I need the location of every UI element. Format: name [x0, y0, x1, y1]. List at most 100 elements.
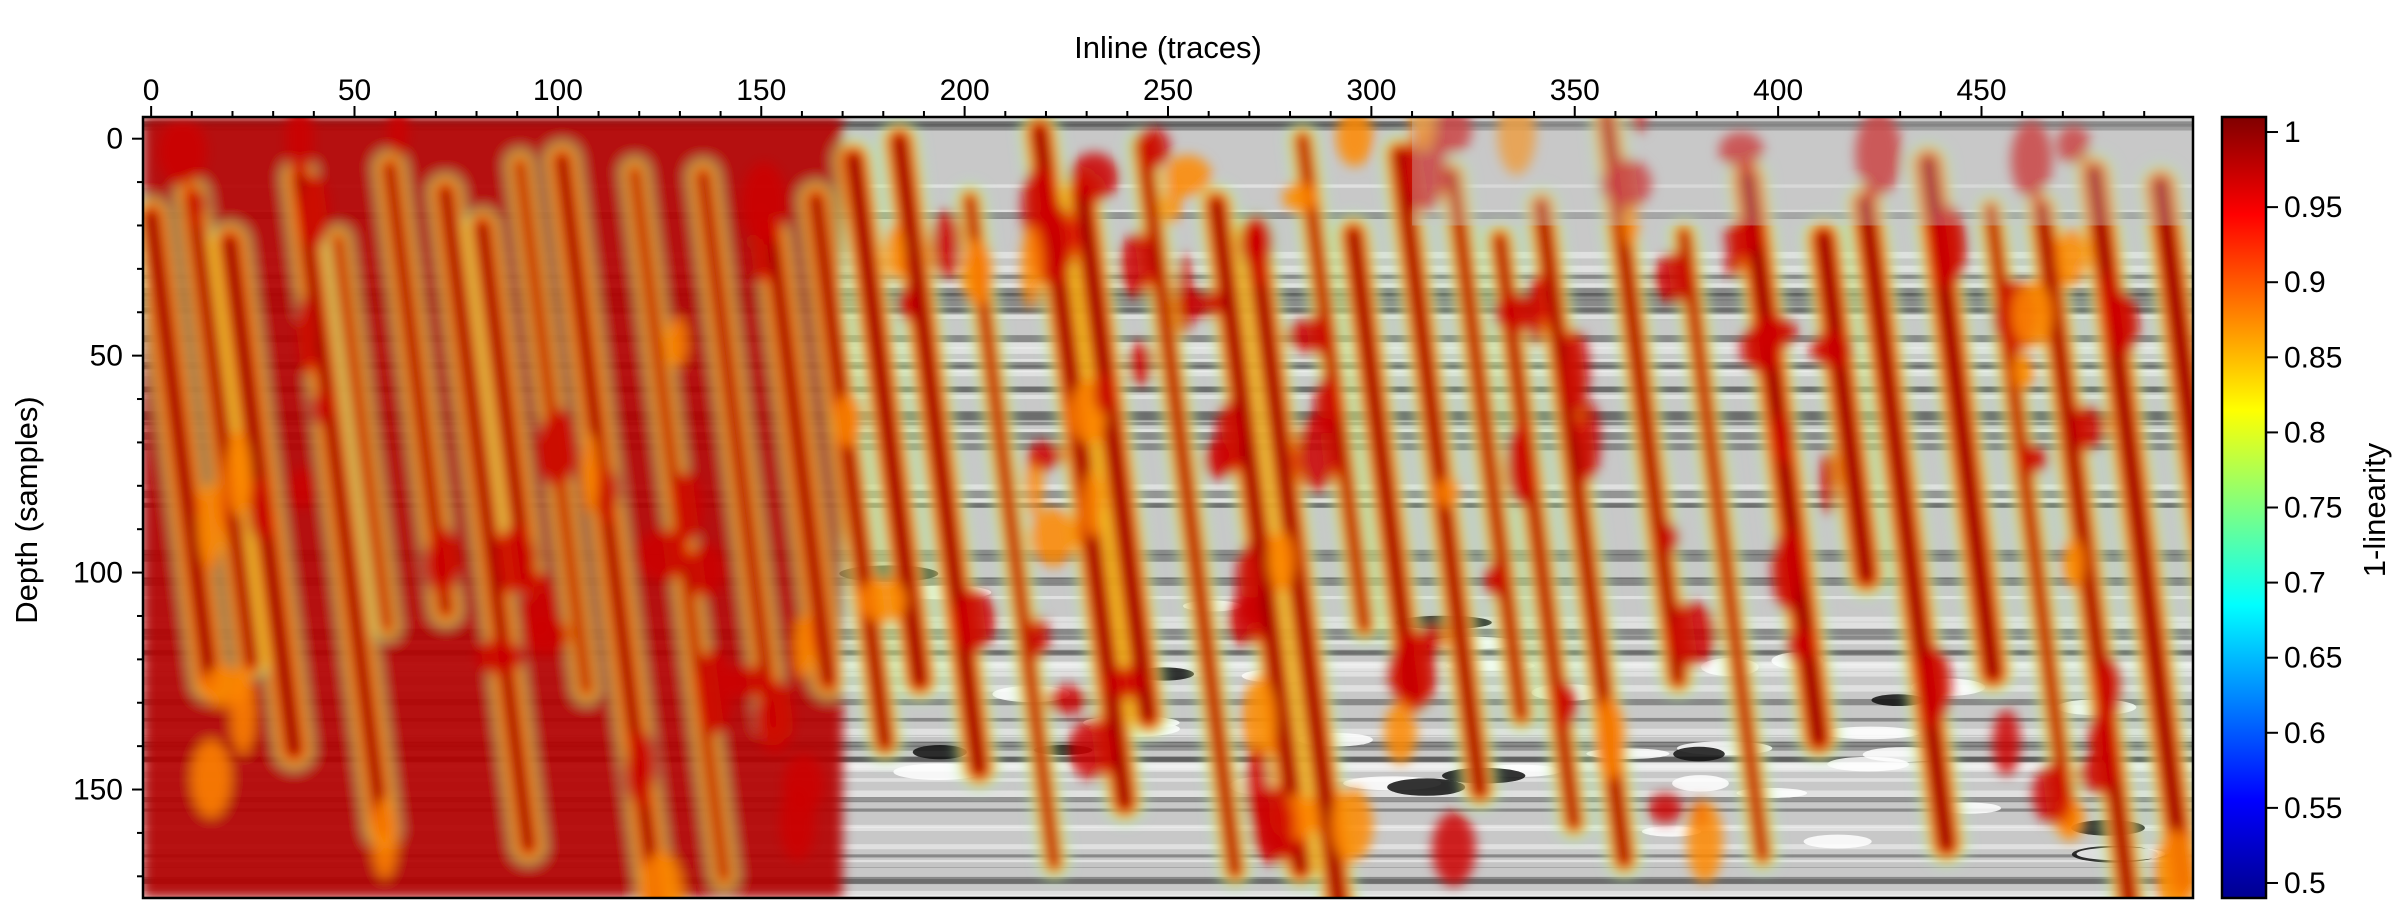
seismic-reflector	[143, 490, 2193, 499]
attribute-blob	[1241, 677, 1278, 764]
seismic-reflector	[143, 639, 2193, 645]
attribute-streak	[2152, 176, 2193, 507]
attribute-streak	[1392, 146, 1487, 798]
attribute-blob	[1600, 158, 1652, 209]
attribute-blob	[1855, 117, 1902, 198]
attribute-streak	[334, 235, 391, 631]
seismic-reflector	[143, 595, 2193, 600]
attribute-blob	[1127, 340, 1154, 387]
attribute-blob	[1031, 616, 1050, 658]
x-tick-label: 200	[940, 74, 990, 107]
seismic-reflector	[143, 736, 2193, 742]
seismic-bright-event	[1821, 726, 1920, 740]
colorbar-tick-label: 0.8	[2284, 416, 2326, 449]
attribute-blob	[670, 472, 704, 542]
attribute-blob	[686, 543, 725, 597]
seismic-reflector	[143, 498, 2193, 506]
attribute-streak	[1346, 226, 1419, 703]
attribute-blob	[794, 615, 813, 679]
attribute-blob	[1577, 401, 1601, 481]
seismic-reflector	[143, 503, 2193, 508]
x-tick-label: 50	[338, 74, 371, 107]
seismic-bright-event	[1641, 826, 1702, 837]
attribute-blob	[1630, 117, 1647, 134]
seismic-reflector	[143, 797, 2193, 803]
x-axis-title: Inline (traces)	[1074, 30, 1262, 65]
colorbar-tick-label: 0.9	[2284, 266, 2326, 299]
y-tick-label: 150	[73, 774, 123, 807]
attribute-blob	[1809, 331, 1854, 368]
y-tick-label: 50	[90, 340, 123, 373]
attribute-blob	[2018, 444, 2049, 473]
colorbar-ticks: 1 0.95 0.9 0.85 0.8 0.75 0.7 0.65 0.6 0.55 0.5	[2266, 116, 2342, 900]
seismic-reflector	[143, 121, 2193, 128]
attribute-blob	[1562, 329, 1590, 415]
attribute-blob	[1402, 128, 1449, 213]
attribute-blob	[2078, 752, 2118, 795]
colorbar-tick-label: 0.55	[2284, 792, 2342, 825]
x-tick-label: 250	[1143, 74, 1193, 107]
attribute-blob	[1550, 681, 1578, 730]
attribute-blob	[1647, 793, 1683, 824]
seismic-reflector	[143, 616, 2193, 622]
attribute-low-region	[1412, 117, 2193, 226]
attribute-blob	[2154, 829, 2193, 898]
seismic-reflector	[143, 854, 2193, 858]
attribute-blob	[388, 117, 409, 157]
attribute-blob	[2011, 120, 2052, 200]
seismic-reflector	[143, 890, 2193, 897]
attribute-streak	[845, 151, 928, 689]
attribute-blob	[780, 783, 815, 862]
y-tick-label: 0	[106, 123, 123, 156]
attribute-blob	[930, 209, 962, 281]
seismic-reflector	[143, 685, 2193, 692]
seismic-reflector	[143, 894, 2193, 898]
attribute-blob	[2011, 280, 2054, 348]
attribute-blob	[666, 317, 687, 368]
attribute-blob	[158, 118, 207, 186]
colorbar-tick-label: 0.85	[2284, 341, 2342, 374]
heatmap-plot-area	[141, 115, 2195, 900]
seismic-reflector	[143, 808, 2193, 812]
colorbar-fill	[2220, 115, 2268, 900]
attribute-blob	[1105, 666, 1146, 699]
attribute-blob	[475, 639, 524, 675]
attribute-blob	[741, 162, 787, 246]
attribute-blob	[961, 239, 994, 307]
attribute-blob	[2071, 405, 2107, 450]
attribute-streak	[697, 170, 778, 731]
attribute-blob	[1786, 627, 1814, 662]
x-tick-label: 300	[1346, 74, 1396, 107]
attribute-streak	[144, 209, 218, 690]
colorbar-tick-label: 0.6	[2284, 717, 2326, 750]
seismic-reflector	[143, 622, 2193, 629]
attribute-blob	[2095, 655, 2122, 724]
attribute-streak	[1209, 196, 1308, 877]
attribute-blob	[1267, 531, 1296, 591]
attribute-blob	[224, 432, 252, 517]
seismic-reflector	[143, 661, 2193, 666]
attribute-blob	[636, 529, 689, 581]
attribute-blob	[1134, 127, 1171, 169]
seismic-reflector	[143, 741, 2193, 748]
attribute-blob	[1594, 697, 1626, 780]
attribute-blob	[755, 680, 795, 754]
seismic-reflector	[143, 765, 2193, 772]
attribute-streak	[1600, 117, 1684, 686]
attribute-streak	[1138, 140, 1241, 877]
attribute-streak	[1447, 169, 1527, 721]
attribute-blob	[1436, 477, 1461, 508]
attribute-streaks	[143, 117, 2193, 898]
attribute-blob	[1916, 645, 1952, 728]
attribute-blob	[1432, 811, 1476, 887]
attribute-blob	[1286, 317, 1337, 354]
attribute-blob	[1027, 440, 1064, 470]
y-axis-title: Depth (samples)	[9, 396, 44, 623]
attribute-blob	[2056, 125, 2091, 165]
seismic-bright-event	[912, 745, 967, 760]
colorbar-tick-label: 0.65	[2284, 642, 2342, 675]
attribute-blob	[1330, 787, 1374, 863]
attribute-blob	[724, 666, 773, 698]
attribute-streak	[809, 192, 892, 750]
x-tick-label: 450	[1956, 74, 2006, 107]
